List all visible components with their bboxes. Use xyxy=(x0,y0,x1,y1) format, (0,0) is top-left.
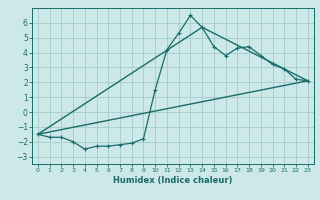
X-axis label: Humidex (Indice chaleur): Humidex (Indice chaleur) xyxy=(113,176,233,185)
